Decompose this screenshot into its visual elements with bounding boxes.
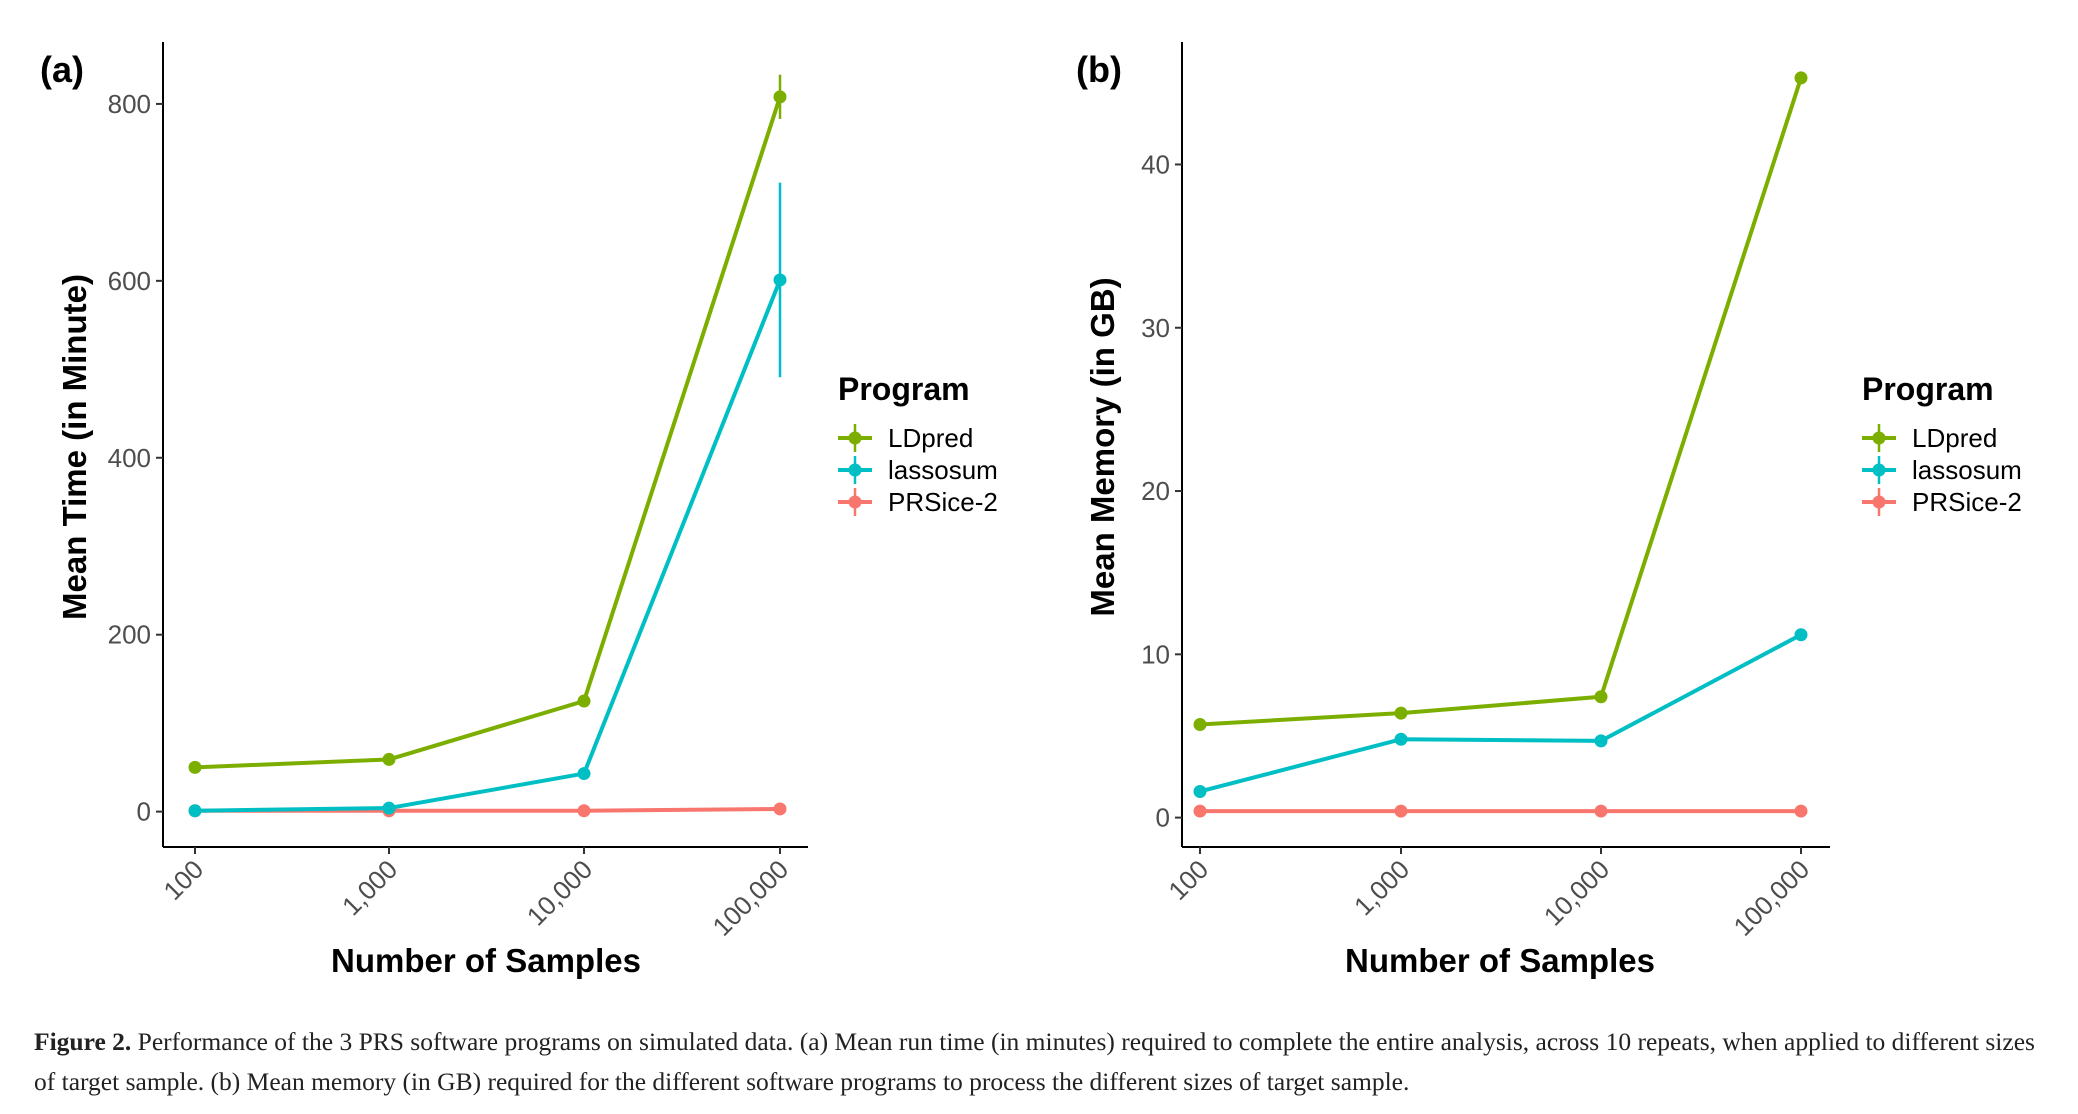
- figure-caption: Figure 2. Performance of the 3 PRS softw…: [34, 1022, 2044, 1102]
- panel-a-legend-key-point-ldpred: [848, 431, 862, 445]
- caption-text: Performance of the 3 PRS software progra…: [34, 1027, 2035, 1096]
- panel-b-legend-label-ldpred: LDpred: [1912, 423, 1997, 453]
- panel-b-y-tick-label: 40: [1141, 149, 1170, 179]
- panel-b-point-ldpred: [1394, 706, 1408, 720]
- panel-a-x-tick-label: 10,000: [521, 854, 598, 931]
- panel-b-y-tick-label: 30: [1141, 313, 1170, 343]
- panel-a-legend-title: Program: [838, 371, 970, 407]
- panel-a-y-tick-label: 0: [137, 797, 151, 827]
- panel-b-point-ldpred: [1794, 71, 1808, 85]
- panel-b-point-lassosum: [1394, 732, 1408, 746]
- panel-b-point-prsice2: [1794, 804, 1808, 818]
- panel-b-y-tick-label: 20: [1141, 476, 1170, 506]
- caption-label: Figure 2.: [34, 1027, 132, 1056]
- panel-a-y-tick-label: 600: [108, 266, 151, 296]
- panel-a-legend-label-prsice2: PRSice-2: [888, 487, 998, 517]
- panel-a-y-tick-label: 800: [108, 89, 151, 119]
- panel-a-point-prsice2: [577, 804, 591, 818]
- panel-b-point-prsice2: [1394, 804, 1408, 818]
- panel-a-y-tick-label: 400: [108, 443, 151, 473]
- panel-a-point-ldpred: [577, 694, 591, 708]
- panel-b-x-tick-label: 100,000: [1728, 854, 1816, 942]
- panel-b-point-lassosum: [1794, 628, 1808, 642]
- panel-b-line-ldpred: [1199, 77, 1803, 727]
- panel-b-y-tick-label: 0: [1156, 803, 1170, 833]
- panel-a-legend-label-ldpred: LDpred: [888, 423, 973, 453]
- panel-b-x-axis-title: Number of Samples: [1345, 942, 1655, 979]
- panel-b-point-ldpred: [1193, 718, 1207, 732]
- panel-a-point-lassosum: [773, 273, 787, 287]
- panel-b-point-prsice2: [1193, 804, 1207, 818]
- panel-b-point-ldpred: [1594, 690, 1608, 704]
- panel-a-x-tick-label: 100,000: [707, 854, 795, 942]
- panel-a-point-ldpred: [188, 760, 202, 774]
- panel-b-legend-key-point-lassosum: [1872, 463, 1886, 477]
- panel-b-legend-key-point-prsice2: [1872, 495, 1886, 509]
- panel-a-x-tick-label: 1,000: [336, 854, 403, 921]
- panel-b-x-tick-label: 1,000: [1348, 854, 1415, 921]
- panel-a-point-prsice2: [773, 802, 787, 816]
- panel-b-y-axis-title: Mean Memory (in GB): [1084, 277, 1121, 616]
- panel-b-legend-title: Program: [1862, 371, 1994, 407]
- panel-b-label: (b): [1076, 49, 1122, 90]
- panel-a-point-ldpred: [773, 90, 787, 104]
- panel-b-point-lassosum: [1594, 734, 1608, 748]
- panel-a-legend-label-lassosum: lassosum: [888, 455, 998, 485]
- panel-a-line-lassosum: [194, 279, 782, 813]
- panel-a-point-lassosum: [382, 801, 396, 815]
- panel-a-x-tick-label: 100: [157, 854, 209, 906]
- panel-b-legend-label-prsice2: PRSice-2: [1912, 487, 2022, 517]
- panel-b-x-tick-label: 10,000: [1538, 854, 1615, 931]
- panel-b-point-lassosum: [1193, 784, 1207, 798]
- panel-a-x-axis-title: Number of Samples: [331, 942, 641, 979]
- panel-b-point-prsice2: [1594, 804, 1608, 818]
- panel-b-legend-key-point-ldpred: [1872, 431, 1886, 445]
- panel-a-line-ldpred: [194, 96, 782, 770]
- panel-a-y-axis-title: Mean Time (in Minute): [56, 274, 93, 620]
- panel-a-label: (a): [40, 49, 84, 90]
- panel-a-legend-key-point-prsice2: [848, 495, 862, 509]
- panel-a-point-lassosum: [188, 804, 202, 818]
- panel-a-legend-key-point-lassosum: [848, 463, 862, 477]
- panel-a-point-lassosum: [577, 767, 591, 781]
- panel-b-x-tick-label: 100: [1162, 854, 1214, 906]
- panel-a-point-ldpred: [382, 752, 396, 766]
- panel-b-line-lassosum: [1199, 632, 1802, 794]
- panel-b-y-tick-label: 10: [1141, 639, 1170, 669]
- panel-a-y-tick-label: 200: [108, 620, 151, 650]
- panel-b-legend-label-lassosum: lassosum: [1912, 455, 2022, 485]
